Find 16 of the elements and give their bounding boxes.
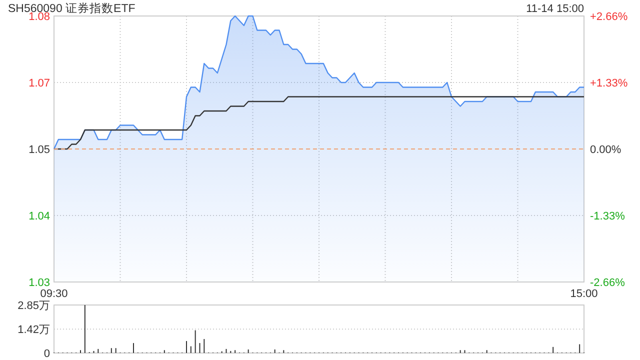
y-tick-label: 1.03 [28, 276, 50, 289]
y-tick-label: 1.08 [28, 10, 50, 23]
y-tick-label: 1.07 [28, 77, 50, 90]
y-tick-label: 0 [44, 348, 50, 360]
text: 11-14 15:00 [526, 3, 584, 15]
x-tick-label: 15:00 [570, 288, 598, 300]
y-tick-label: 1.04 [28, 210, 50, 222]
y2-tick-label: -2.66% [590, 276, 626, 289]
y-tick-label: 1.42万 [18, 324, 50, 336]
x-tick-label: 09:30 [40, 288, 68, 300]
y2-tick-label: +1.33% [590, 77, 628, 90]
y-tick-label: 1.05 [28, 144, 50, 156]
y2-tick-label: +2.66% [590, 10, 628, 23]
y-tick-label: 2.85万 [18, 300, 50, 312]
y2-tick-label: -1.33% [590, 210, 626, 222]
y2-tick-label: 0.00% [590, 144, 622, 156]
